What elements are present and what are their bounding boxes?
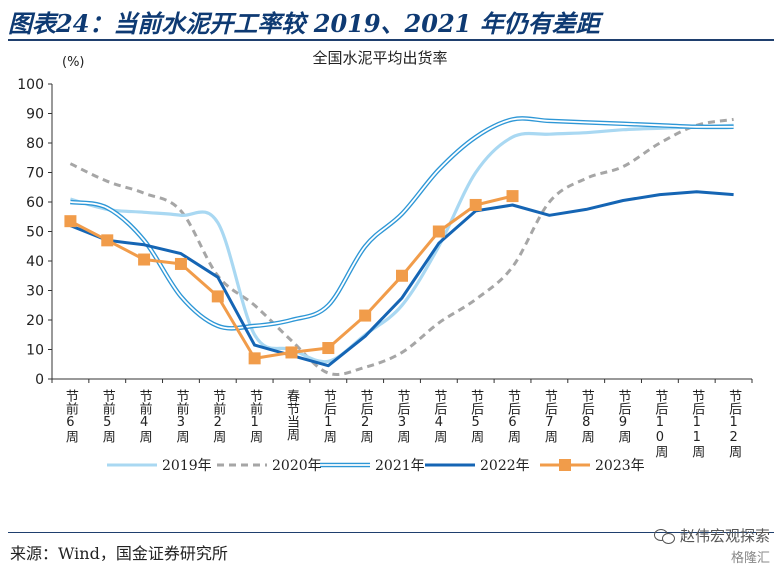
series-2023-point <box>174 257 187 270</box>
series-2023-point <box>469 198 482 211</box>
legend: 2019年 2020年 2021年 2022年 2023年 <box>107 458 645 474</box>
figure-title: 图表24：当前水泥开工率较 2019、2021 年仍有差距 <box>8 9 600 38</box>
y-tick-label: 20 <box>26 313 44 329</box>
x-tick-label: 节后2周 <box>358 389 374 444</box>
title-rule <box>8 39 774 41</box>
series-layer <box>64 116 734 377</box>
x-tick-label: 节前6周 <box>63 389 79 444</box>
series-2019-line <box>69 123 734 364</box>
series-2023-point <box>432 225 445 238</box>
series-2023-point <box>248 352 261 365</box>
legend-2023-swatch-marker <box>559 459 571 471</box>
watermark: 赵伟宏观探索 <box>653 525 770 546</box>
series-2022-line <box>69 190 734 368</box>
footer-rule <box>8 532 774 533</box>
x-tick-label: 节后7周 <box>542 389 558 444</box>
series-2023-point <box>64 215 77 228</box>
series-2023-point <box>396 269 408 282</box>
series-2023-point <box>322 342 335 355</box>
y-tick-label: 40 <box>26 254 44 270</box>
x-tick-label: 节后5周 <box>468 389 484 444</box>
y-unit-label: (%) <box>62 55 85 70</box>
x-tick-label: 节后10周 <box>652 389 668 459</box>
series-2023-point <box>506 190 519 203</box>
series-2023-point <box>138 253 151 266</box>
x-tick-label: 春节当周 <box>284 389 300 442</box>
legend-2019: 2019年 <box>107 458 212 474</box>
legend-2019-label: 2019年 <box>162 458 212 474</box>
series-2020 <box>69 117 734 377</box>
y-tick-label: 70 <box>26 166 44 182</box>
source-note: 来源：Wind，国金证券研究所 <box>10 544 228 563</box>
y-axis-ticks: 0 10 20 30 40 50 60 70 80 90 100 <box>17 77 52 388</box>
x-tick-label: 节后6周 <box>505 389 521 444</box>
legend-2023-label: 2023年 <box>595 458 645 474</box>
x-tick-label: 节后8周 <box>579 389 595 444</box>
x-tick-label: 节前1周 <box>247 389 263 444</box>
x-tick-label: 节后11周 <box>689 389 705 459</box>
series-2023-line <box>69 194 513 360</box>
legend-2021-label: 2021年 <box>375 458 425 474</box>
chart-title: 全国水泥平均出货率 <box>312 49 447 67</box>
x-tick-label: 节后12周 <box>726 389 742 459</box>
legend-2023: 2023年 <box>540 458 645 474</box>
x-tick-label: 节前5周 <box>100 389 116 444</box>
legend-2022-label: 2022年 <box>480 458 530 474</box>
x-tick-label: 节后4周 <box>431 389 447 444</box>
legend-2020: 2020年 <box>217 458 322 474</box>
x-tick-label: 节前2周 <box>210 389 226 444</box>
y-tick-label: 30 <box>26 284 44 300</box>
legend-2020-label: 2020年 <box>272 458 322 474</box>
y-tick-label: 0 <box>35 372 44 388</box>
wechat-icon <box>653 527 676 545</box>
x-tick-label: 节前3周 <box>173 389 189 444</box>
y-tick-label: 80 <box>26 136 44 152</box>
watermark-sub: 格隆汇 <box>730 551 770 566</box>
legend-2021: 2021年 <box>320 458 425 474</box>
series-2023-point <box>359 309 372 322</box>
legend-2022: 2022年 <box>425 458 530 474</box>
y-tick-label: 60 <box>26 195 44 211</box>
series-2021-line-inner <box>70 117 734 330</box>
y-tick-label: 50 <box>26 225 44 241</box>
series-2023-point <box>285 346 298 359</box>
watermark-text: 赵伟宏观探索 <box>679 527 770 545</box>
x-tick-label: 节前4周 <box>137 389 153 444</box>
x-axis-ticks: 节前6周 节前5周 节前4周 节前3周 节前2周 节前1周 春节当周 节后1周 节后2周 节后3周… <box>51 379 753 459</box>
series-2021 <box>70 116 734 331</box>
y-tick-label: 100 <box>17 77 44 93</box>
series-2019 <box>69 123 734 364</box>
x-tick-label: 节后3周 <box>395 389 411 444</box>
series-2023-point <box>211 290 224 303</box>
series-2020-line <box>69 117 734 377</box>
y-tick-label: 10 <box>26 343 44 359</box>
series-2022 <box>69 190 734 368</box>
series-2023-point <box>101 234 114 247</box>
series-2023 <box>64 190 519 365</box>
x-tick-label: 节后9周 <box>616 389 632 444</box>
y-tick-label: 90 <box>26 107 44 123</box>
x-tick-label: 节后1周 <box>321 389 337 444</box>
